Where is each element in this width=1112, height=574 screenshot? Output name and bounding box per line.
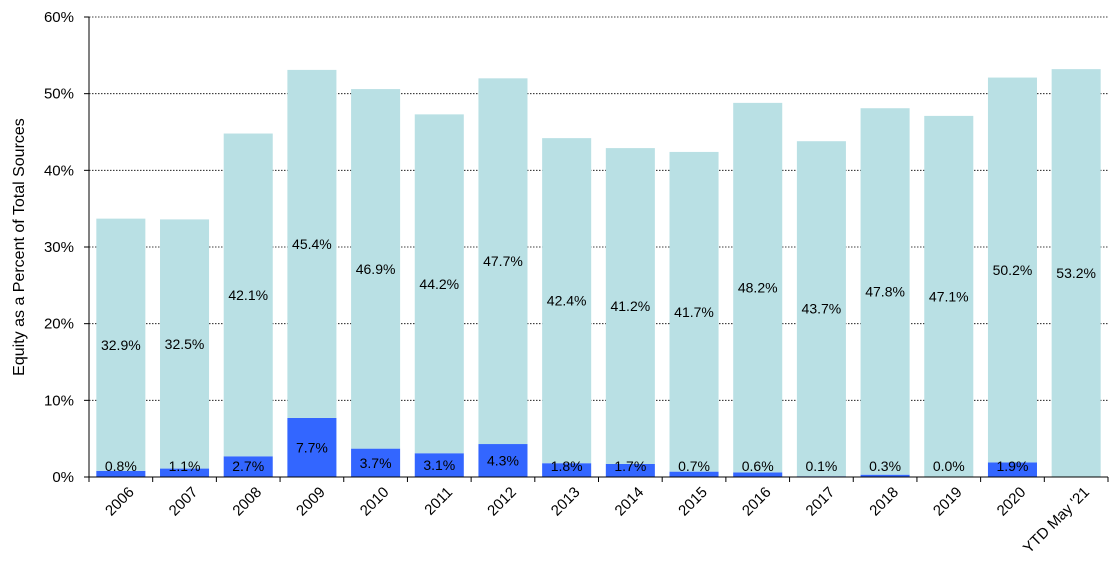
data-label: 42.1% bbox=[228, 287, 268, 303]
bar-segment bbox=[96, 470, 146, 477]
x-tick-label: 2006 bbox=[102, 484, 138, 520]
y-tick-label: 30% bbox=[44, 239, 74, 256]
x-tick-label: 2011 bbox=[421, 484, 456, 519]
data-label: 1.1% bbox=[169, 458, 201, 474]
data-label: 53.2% bbox=[1056, 265, 1096, 281]
x-tick-label: 2010 bbox=[357, 484, 393, 520]
bar-segment bbox=[733, 102, 783, 473]
bar-segment bbox=[287, 69, 337, 418]
axes bbox=[84, 16, 1109, 482]
bar-segment bbox=[669, 151, 719, 472]
y-tick-label: 20% bbox=[44, 316, 74, 333]
x-tick-label: 2009 bbox=[293, 484, 329, 520]
x-tick-label: 2020 bbox=[994, 484, 1030, 520]
data-label: 1.8% bbox=[551, 458, 583, 474]
bar-segment bbox=[860, 474, 910, 477]
bar-segment bbox=[160, 219, 210, 469]
x-tick-label: 2016 bbox=[739, 484, 775, 520]
bar-segment bbox=[605, 463, 655, 477]
data-label: 47.8% bbox=[865, 283, 905, 299]
data-label: 0.7% bbox=[678, 458, 710, 474]
x-tick-label: 2014 bbox=[612, 484, 648, 520]
bar-segment bbox=[669, 471, 719, 477]
bars bbox=[96, 69, 1101, 478]
y-axis-title: Equity as a Percent of Total Sources bbox=[11, 118, 28, 376]
x-tick-label: YTD May '21 bbox=[1020, 484, 1093, 557]
x-tick-label: 2008 bbox=[229, 484, 265, 520]
bar-segment bbox=[351, 448, 401, 477]
data-label: 2.7% bbox=[232, 458, 264, 474]
data-label: 0.3% bbox=[869, 458, 901, 474]
data-label: 41.7% bbox=[674, 304, 714, 320]
data-label: 47.7% bbox=[483, 253, 523, 269]
bar-segment bbox=[733, 472, 783, 477]
bar-segment bbox=[223, 456, 273, 477]
data-label: 3.7% bbox=[360, 455, 392, 471]
bar-segment bbox=[987, 462, 1037, 477]
bar-segment bbox=[924, 115, 974, 478]
data-label: 48.2% bbox=[738, 280, 778, 296]
x-tick-label: 2013 bbox=[548, 484, 584, 520]
x-tick-label: 2007 bbox=[166, 484, 202, 520]
data-label: 1.7% bbox=[614, 458, 646, 474]
data-label: 47.1% bbox=[929, 288, 969, 304]
bar-segment bbox=[478, 444, 528, 477]
data-label: 3.1% bbox=[423, 457, 455, 473]
data-label: 43.7% bbox=[802, 301, 842, 317]
data-label: 1.9% bbox=[997, 458, 1029, 474]
data-label: 32.9% bbox=[101, 337, 141, 353]
data-label: 4.3% bbox=[487, 453, 519, 469]
data-label: 0.8% bbox=[105, 458, 137, 474]
bar-segment bbox=[414, 114, 464, 454]
y-tick-label: 0% bbox=[52, 469, 74, 486]
bar-segment bbox=[796, 141, 846, 477]
data-label: 50.2% bbox=[993, 262, 1033, 278]
y-tick-label: 60% bbox=[44, 9, 74, 26]
x-tick-label: 2015 bbox=[675, 484, 711, 520]
data-label: 46.9% bbox=[356, 261, 396, 277]
bar-segment bbox=[1051, 69, 1101, 477]
data-label: 7.7% bbox=[296, 439, 328, 455]
x-tick-label: 2018 bbox=[866, 484, 902, 520]
y-tick-label: 40% bbox=[44, 162, 74, 179]
data-label: 0.6% bbox=[742, 458, 774, 474]
x-tick-label: 2019 bbox=[930, 484, 966, 520]
bar-segment bbox=[478, 78, 528, 445]
bar-segment bbox=[860, 108, 910, 475]
bar-segment bbox=[414, 453, 464, 477]
bar-segment bbox=[987, 77, 1037, 463]
data-label: 45.4% bbox=[292, 236, 332, 252]
bar-segment bbox=[542, 138, 592, 464]
x-tick-label: 2012 bbox=[484, 484, 520, 520]
y-tick-label: 10% bbox=[44, 392, 74, 409]
data-label: 41.2% bbox=[610, 298, 650, 314]
data-label: 42.4% bbox=[547, 293, 587, 309]
bar-segment bbox=[223, 133, 273, 457]
y-tick-labels: 0% 10% 20% 30% 40% 50% 60% bbox=[44, 9, 74, 486]
bar-segment bbox=[287, 417, 337, 477]
data-label: 0.1% bbox=[805, 458, 837, 474]
data-label: 44.2% bbox=[419, 276, 459, 292]
bar-segment bbox=[96, 218, 146, 471]
bar-segment bbox=[160, 468, 210, 477]
bar-segment bbox=[605, 148, 655, 464]
data-labels: 0.8% 32.9% 1.1% 32.5% 2.7% 42.1% 7.7% 45.4% 3.7%… bbox=[101, 236, 1096, 474]
bar-segment bbox=[351, 89, 401, 449]
x-tick-labels: 2006 2007 2008 2009 2010 2011 2012 2013 2014 2015… bbox=[102, 484, 1093, 557]
data-label: 32.5% bbox=[165, 336, 205, 352]
y-tick-label: 50% bbox=[44, 86, 74, 103]
data-label: 0.0% bbox=[933, 458, 965, 474]
x-tick-label: 2017 bbox=[803, 484, 839, 520]
bar-segment bbox=[542, 463, 592, 477]
